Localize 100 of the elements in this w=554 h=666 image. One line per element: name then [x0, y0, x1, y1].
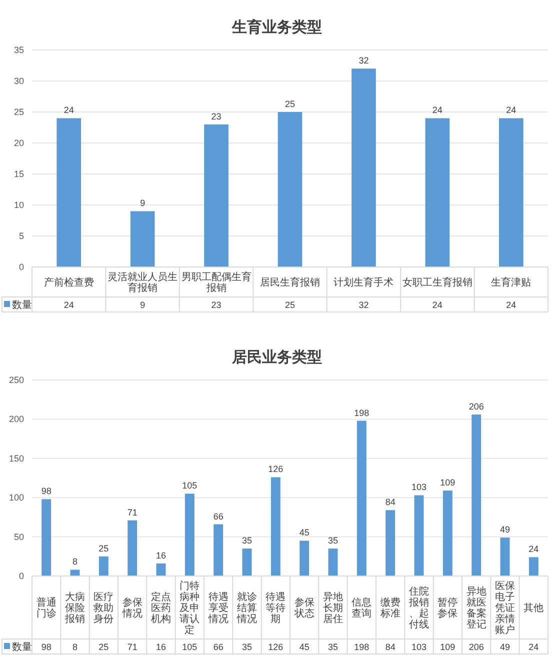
x-tick-label: 男职工配偶生育报销: [181, 271, 252, 294]
y-tick-label: 200: [8, 414, 24, 424]
bar: [270, 477, 280, 576]
bar: [352, 68, 376, 267]
x-tick-label: 其他: [524, 602, 544, 614]
data-label: 25: [284, 300, 296, 310]
x-tick-label: 生育津贴: [491, 276, 532, 288]
data-label: 84: [385, 642, 396, 652]
y-tick-label: 10: [14, 200, 24, 210]
bar: [42, 499, 52, 576]
bar: [498, 118, 524, 267]
text: 198: [354, 408, 370, 418]
bar: [130, 211, 155, 267]
bar: [184, 494, 194, 576]
data-label: 98: [41, 642, 52, 652]
data-label: 35: [328, 642, 338, 652]
x-tick-label: 定点医药机构: [151, 591, 171, 625]
data-label: 49: [500, 642, 510, 652]
x-tick-label: 待遇等待期: [266, 591, 286, 625]
y-tick-label: 150: [8, 453, 24, 464]
y-tick-label: 250: [8, 375, 24, 385]
text: 32: [358, 56, 369, 66]
text: 206: [468, 401, 484, 412]
text: 71: [127, 507, 138, 518]
data-label: 16: [156, 642, 166, 652]
x-tick-label: 信息查询: [352, 596, 372, 620]
y-tick-label: 0: [18, 262, 24, 272]
bar: [214, 524, 224, 576]
x-tick-label: 灵活就业人员生育报销: [108, 271, 178, 294]
bar: [56, 118, 82, 267]
bar: [98, 556, 108, 576]
chart-title: 生育业务类型: [231, 18, 322, 36]
y-tick-label: 0: [18, 571, 24, 581]
text: 23: [211, 111, 222, 122]
bar: [356, 420, 366, 576]
data-label: 45: [299, 642, 310, 652]
bar: [442, 490, 452, 576]
y-tick-label: 35: [14, 45, 24, 55]
data-label: 66: [213, 642, 224, 652]
text: 109: [440, 478, 456, 488]
data-label: 198: [354, 642, 370, 652]
text: 103: [411, 482, 427, 492]
data-label: 24: [432, 300, 442, 310]
x-tick-label: 异地就医备案登记: [466, 586, 486, 630]
y-tick-label: 30: [14, 76, 24, 86]
data-label: 126: [268, 642, 284, 652]
text: 25: [98, 543, 109, 554]
bar: [386, 510, 396, 576]
text: 35: [242, 536, 252, 546]
text: 66: [213, 511, 224, 522]
data-label: 9: [140, 300, 146, 310]
data-label: 71: [127, 642, 138, 652]
data-label: 24: [64, 300, 74, 310]
x-tick-label: 参保状态: [293, 596, 314, 620]
chart-title: 居民业务类型: [231, 349, 322, 366]
y-tick-label: 15: [14, 169, 24, 179]
text: 8: [72, 556, 78, 567]
y-tick-label: 50: [14, 532, 24, 542]
data-label: 24: [506, 300, 516, 310]
data-label: 109: [440, 642, 456, 652]
x-tick-label: 缴费标准: [379, 596, 400, 620]
x-tick-label: 普通门诊: [36, 596, 56, 620]
data-label: 24: [528, 642, 539, 652]
x-tick-label: 暂停参保: [438, 596, 458, 620]
data-label: 8: [72, 642, 78, 652]
data-label: 105: [182, 642, 198, 652]
x-tick-label: 待遇享受情况: [207, 591, 228, 625]
text: 24: [528, 544, 539, 554]
x-tick-label: 医保电子凭证亲情账户: [495, 581, 515, 636]
x-tick-label: 门特病种及申请认定: [180, 580, 200, 636]
data-label: 35: [242, 642, 252, 652]
bar: [278, 112, 302, 267]
text: 9: [140, 198, 146, 208]
text: 126: [268, 464, 284, 474]
bar: [128, 520, 138, 576]
x-tick-label: 住院报销、起付线: [408, 586, 429, 630]
text: 25: [284, 99, 296, 109]
text: 24: [506, 105, 516, 116]
legend-label: 数量: [12, 300, 32, 311]
x-tick-label: 大病保险报销: [64, 591, 85, 625]
text: 45: [299, 528, 310, 538]
x-tick-label: 计划生育手术: [334, 276, 394, 288]
x-tick-label: 产前检查费: [44, 276, 94, 288]
text: 98: [41, 486, 52, 496]
bar: [414, 495, 424, 576]
bar: [425, 118, 450, 267]
bar: [328, 548, 338, 576]
bar: [204, 124, 228, 267]
data-label: 23: [211, 300, 222, 310]
bar: [70, 570, 80, 576]
y-tick-label: 5: [18, 231, 24, 241]
x-tick-label: 就诊结算情况: [236, 591, 257, 625]
data-label: 25: [98, 642, 109, 652]
bar: [472, 414, 482, 576]
x-tick-label: 居民生育报销: [260, 276, 320, 288]
text: 35: [328, 536, 338, 546]
text: 16: [156, 550, 166, 560]
y-tick-label: 100: [8, 492, 24, 503]
legend-label: 数量: [12, 642, 32, 653]
data-label: 206: [468, 642, 484, 652]
